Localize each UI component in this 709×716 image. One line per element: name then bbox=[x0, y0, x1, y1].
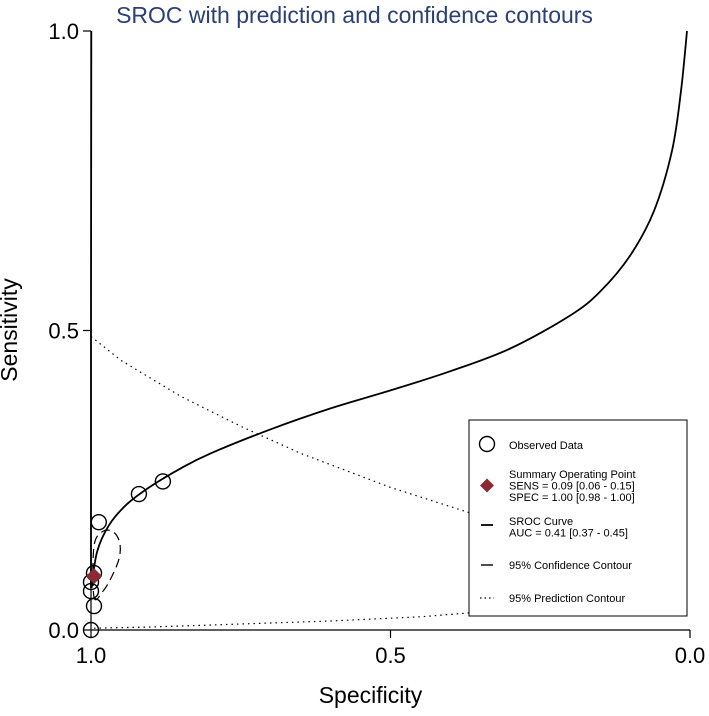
confidence-contour bbox=[93, 530, 120, 600]
legend-label: Observed Data bbox=[509, 440, 584, 452]
summary-operating-point bbox=[86, 568, 102, 584]
observed-data-point bbox=[86, 599, 101, 614]
chart-title: SROC with prediction and confidence cont… bbox=[0, 2, 709, 29]
x-tick-label: 0.0 bbox=[675, 643, 706, 668]
legend-label: SROC Curve bbox=[509, 516, 573, 528]
y-axis-label: Sensitivity bbox=[0, 278, 22, 382]
x-tick-label: 1.0 bbox=[76, 643, 107, 668]
y-tick-label: 0.5 bbox=[48, 319, 79, 344]
y-tick-label: 0.0 bbox=[48, 618, 79, 643]
legend-label: 95% Confidence Contour bbox=[509, 560, 632, 572]
prediction-contour-lower bbox=[94, 608, 510, 628]
observed-data-point bbox=[91, 515, 106, 530]
prediction-contour-upper bbox=[91, 337, 522, 526]
legend-label: AUC = 0.41 [0.37 - 0.45] bbox=[509, 528, 628, 540]
legend-label: SENS = 0.09 [0.06 - 0.15] bbox=[509, 481, 635, 493]
legend-label: SPEC = 1.00 [0.98 - 1.00] bbox=[509, 492, 635, 504]
x-axis-label: Specificity bbox=[319, 682, 423, 708]
x-tick-label: 0.5 bbox=[375, 643, 406, 668]
legend-label: 95% Prediction Contour bbox=[509, 593, 626, 605]
legend-label: Summary Operating Point bbox=[509, 469, 636, 481]
